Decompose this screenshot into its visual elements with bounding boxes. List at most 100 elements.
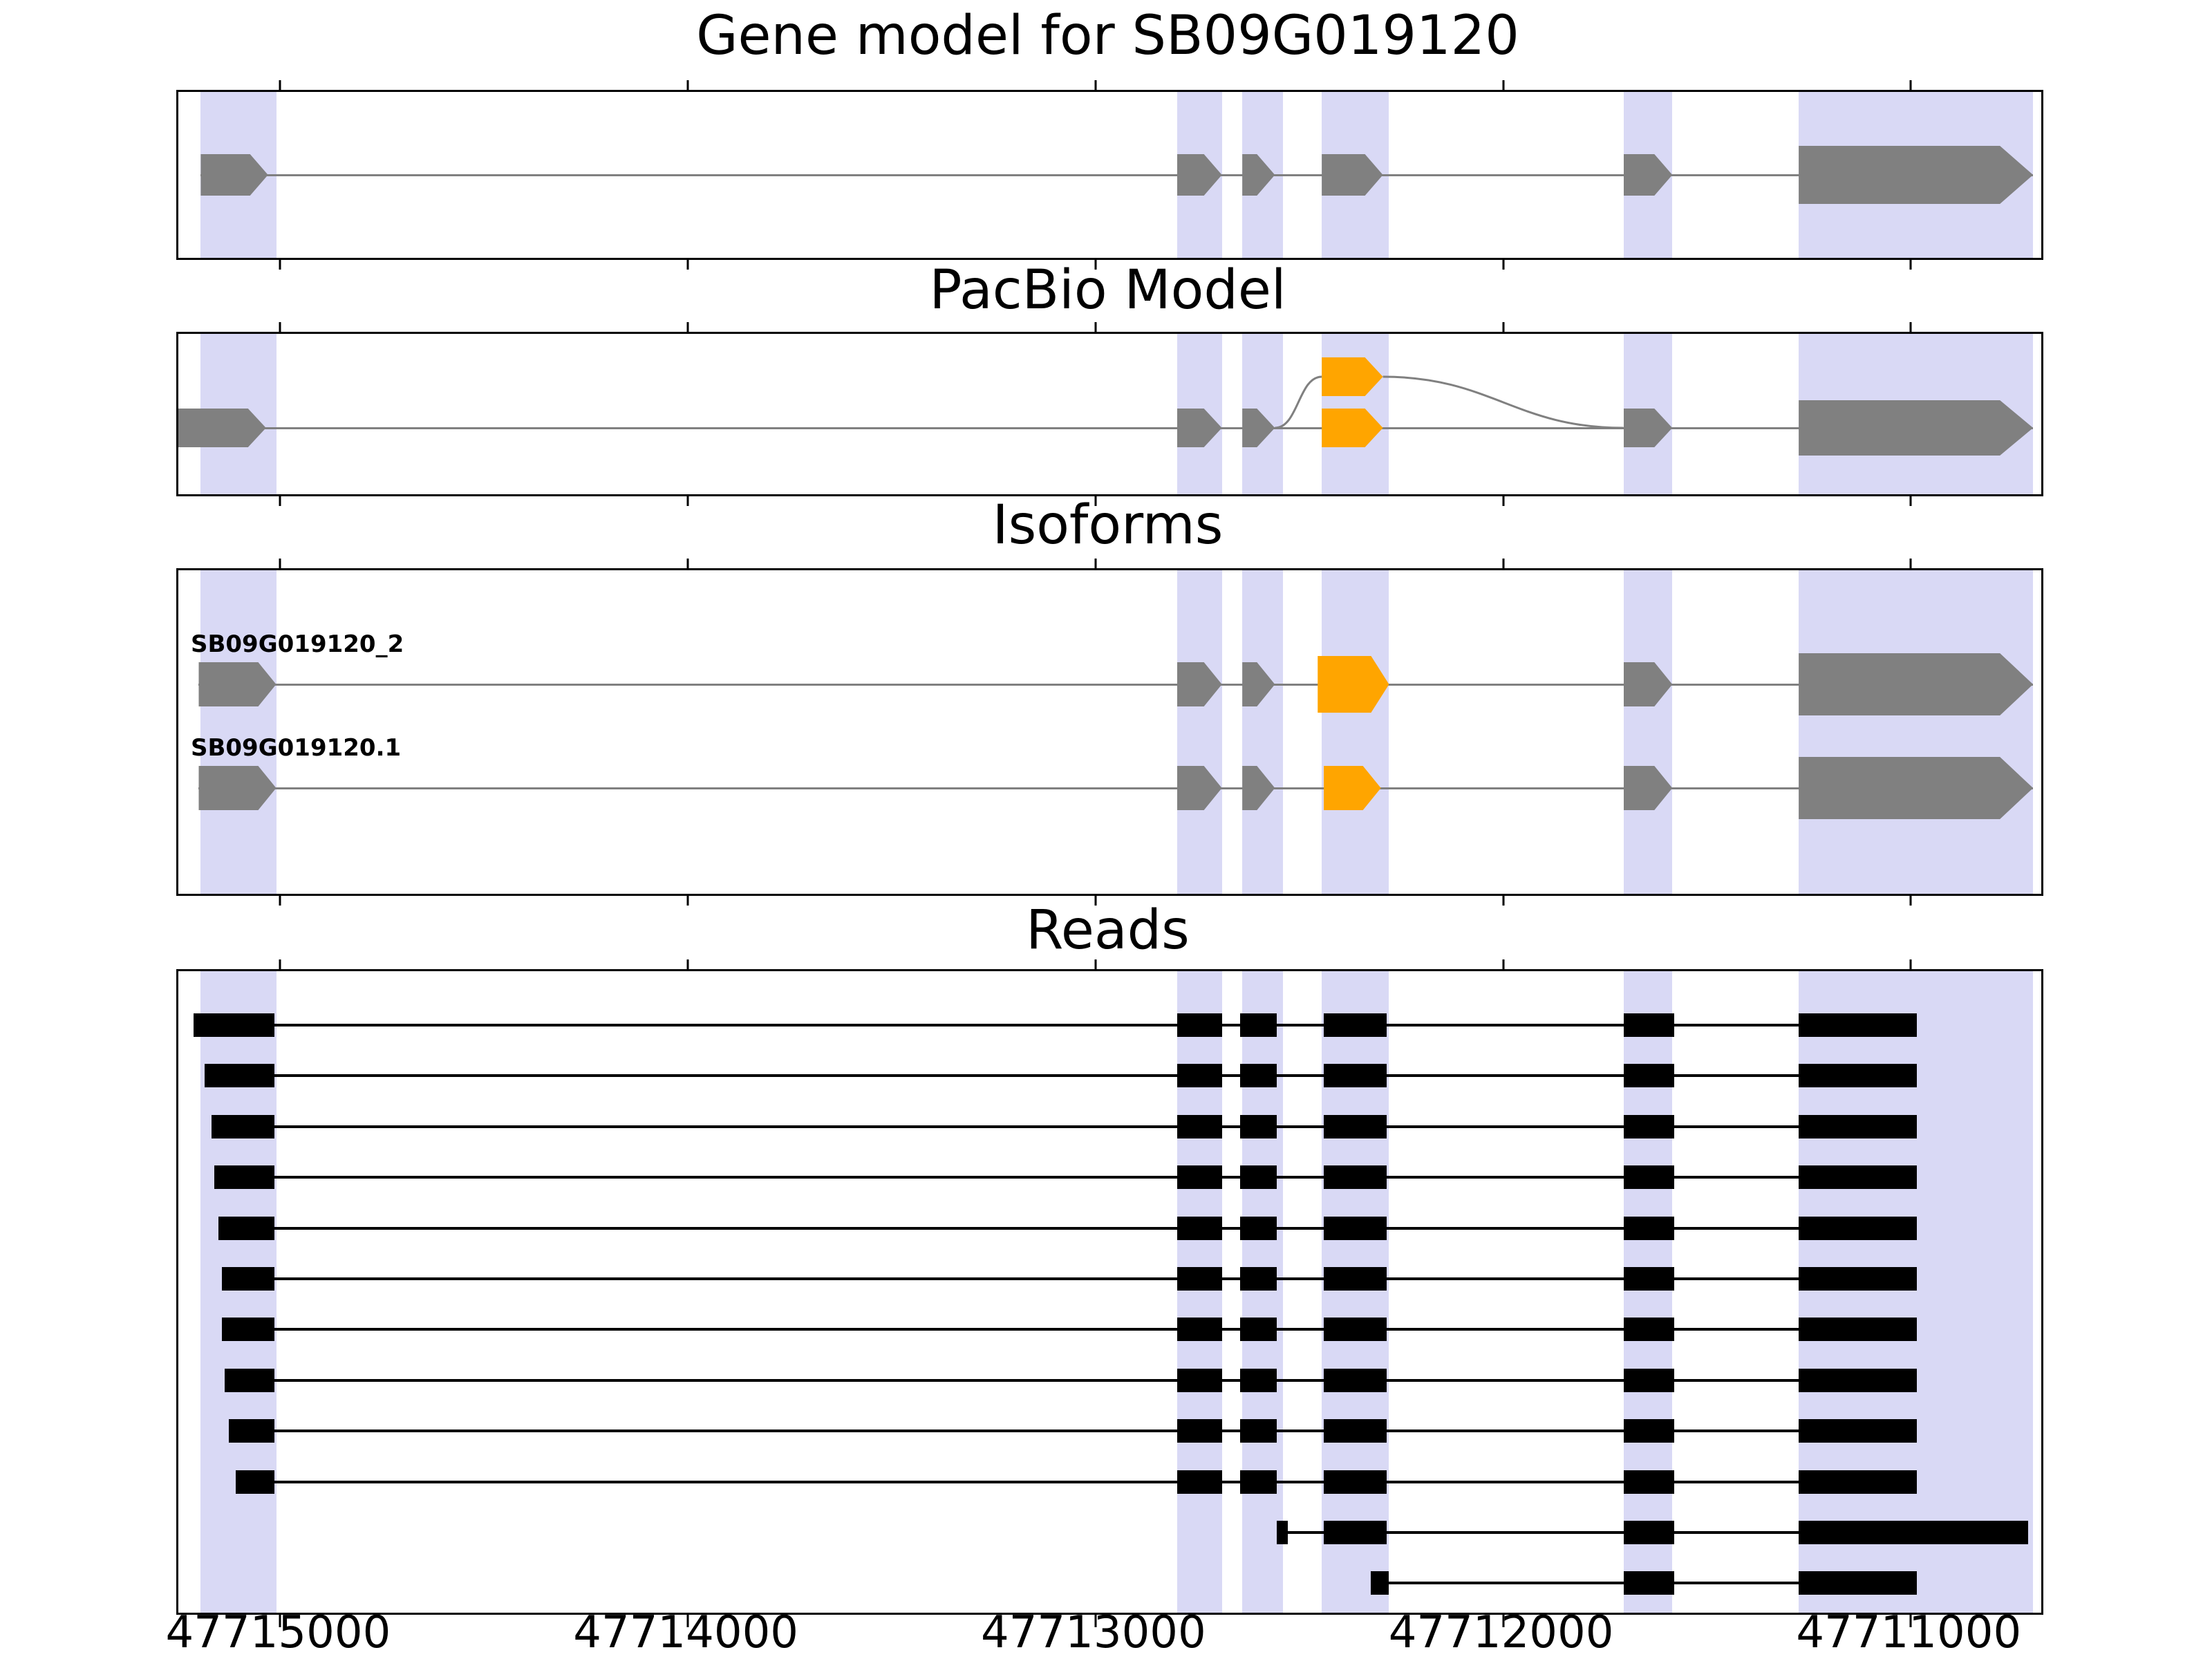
read-block	[1799, 1470, 1918, 1494]
axis-tick	[686, 322, 689, 332]
read-line	[225, 1378, 1918, 1382]
read-block	[1324, 1114, 1387, 1138]
axis-tick	[1094, 559, 1097, 568]
read-line	[214, 1176, 1918, 1179]
read-block	[1240, 1318, 1277, 1342]
read-line	[218, 1226, 1918, 1230]
axis-tick	[1502, 559, 1505, 568]
axis-tick-label: 47713000	[980, 1607, 1206, 1658]
axis-tick	[279, 80, 281, 90]
read-line	[194, 1024, 1918, 1027]
read-block	[1240, 1114, 1277, 1138]
isoform-exon	[198, 766, 276, 810]
axis-tick	[279, 1615, 281, 1627]
read-block	[1623, 1013, 1675, 1037]
read-block	[1324, 1470, 1387, 1494]
axis-tick	[1094, 896, 1097, 906]
read-block	[1177, 1419, 1222, 1443]
read-block	[1240, 1470, 1277, 1494]
read-block	[1370, 1571, 1389, 1595]
isoforms-panel: SB09G019120_2 SB09G019120.1	[176, 559, 2043, 906]
read-block	[211, 1114, 274, 1138]
axis-tick	[1502, 260, 1505, 270]
read-block	[1799, 1064, 1918, 1088]
axis-tick	[686, 896, 689, 906]
axis-tick	[1502, 322, 1505, 332]
read-block	[218, 1216, 274, 1240]
read-block	[1799, 1267, 1918, 1291]
axis-tick	[1909, 896, 1912, 906]
read-block	[1177, 1114, 1222, 1138]
read-block	[1623, 1571, 1675, 1595]
axis-tick	[1094, 80, 1097, 90]
read-block	[1799, 1114, 1918, 1138]
axis-tick	[1909, 80, 1912, 90]
read-block	[1324, 1064, 1387, 1088]
read-block	[225, 1368, 274, 1392]
splice-curve	[1275, 375, 1322, 429]
read-line	[221, 1277, 1918, 1280]
axis-tick	[1094, 322, 1097, 332]
axis-tick	[1094, 1615, 1097, 1627]
intron-line	[178, 427, 2034, 429]
axis-tick	[1909, 496, 1912, 506]
read-block	[1623, 1114, 1675, 1138]
axis-tick	[686, 496, 689, 506]
read-block	[1799, 1419, 1918, 1443]
read-block	[228, 1419, 274, 1443]
axis-tick	[686, 1615, 689, 1627]
gene-model-panel	[176, 80, 2043, 270]
read-block	[1623, 1267, 1675, 1291]
read-block	[1177, 1318, 1222, 1342]
read-block	[214, 1165, 274, 1190]
read-block	[1240, 1165, 1277, 1190]
read-block	[194, 1013, 274, 1037]
highlight-band	[1623, 570, 1673, 894]
axis-tick-label: 47714000	[573, 1607, 799, 1658]
read-block	[1240, 1216, 1277, 1240]
read-block	[1177, 1470, 1222, 1494]
highlight-band	[1322, 570, 1389, 894]
read-line	[221, 1328, 1918, 1331]
axis-tick	[1502, 496, 1505, 506]
read-block	[1799, 1368, 1918, 1392]
read-block	[1177, 1368, 1222, 1392]
read-block	[1623, 1216, 1675, 1240]
pacbio-model-panel	[176, 322, 2043, 506]
read-block	[1240, 1419, 1277, 1443]
read-block	[221, 1267, 274, 1291]
axis-tick	[279, 260, 281, 270]
axis-tick	[1502, 1615, 1505, 1627]
read-line	[211, 1125, 1918, 1128]
axis-tick	[1909, 559, 1912, 568]
highlight-band	[200, 570, 276, 894]
read-line	[228, 1430, 1918, 1433]
isoforms-title: Isoforms	[992, 494, 1224, 556]
axis-tick	[279, 559, 281, 568]
axis-tick	[279, 896, 281, 906]
read-block	[1324, 1521, 1387, 1544]
axis-tick	[1502, 896, 1505, 906]
isoform-label: SB09G019120_2	[191, 630, 404, 658]
read-block	[1623, 1521, 1675, 1544]
axis-tick	[279, 496, 281, 506]
read-block	[1324, 1013, 1387, 1037]
read-line	[204, 1074, 1918, 1078]
reads-title: Reads	[1026, 899, 1190, 962]
read-block	[1324, 1318, 1387, 1342]
axis-tick	[1909, 1615, 1912, 1627]
axis-tick	[686, 559, 689, 568]
read-block	[1240, 1368, 1277, 1392]
read-block	[1799, 1216, 1918, 1240]
pacbio-model-title: PacBio Model	[929, 259, 1286, 321]
axis-tick	[1502, 80, 1505, 90]
gene-exon	[1799, 146, 2033, 204]
read-block	[235, 1470, 274, 1494]
pacbio-exon	[178, 409, 266, 447]
read-block	[1799, 1571, 1918, 1595]
read-block	[1799, 1013, 1918, 1037]
read-block	[1799, 1165, 1918, 1190]
axis-tick-label: 47712000	[1388, 1607, 1614, 1658]
read-block	[1799, 1318, 1918, 1342]
